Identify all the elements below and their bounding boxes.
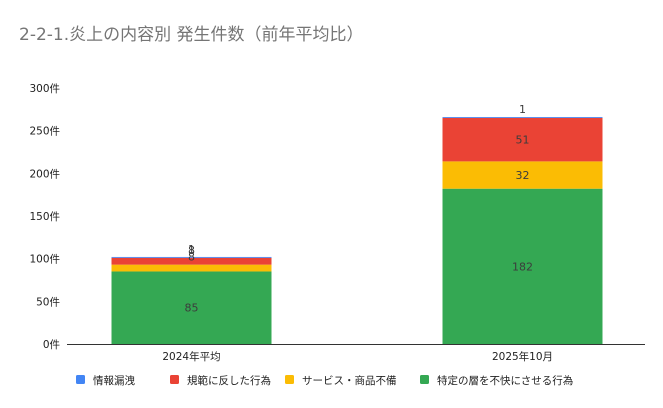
data-label: 32: [516, 169, 530, 182]
data-label: 8: [188, 244, 195, 257]
legend: 情報漏洩 規範に反した行為 サービス・商品不備 特定の層を不快にさせる行為: [76, 374, 573, 387]
y-tick-label: 100件: [29, 254, 60, 266]
bar-segment: [442, 161, 603, 189]
bar-segment: [111, 256, 272, 258]
bar-segment: [442, 117, 603, 118]
y-tick-label: 50件: [36, 296, 60, 308]
legend-label: 規範に反した行為: [187, 374, 271, 387]
legend-label: 情報漏洩: [93, 374, 135, 387]
data-label: 85: [185, 302, 199, 315]
bars: [111, 117, 603, 344]
chart-title: 2-2-1.炎上の内容別 発生件数（前年平均比）: [19, 25, 364, 45]
y-tick-label: 250件: [29, 126, 60, 138]
bar-segment: [111, 271, 272, 344]
data-label: 51: [516, 134, 530, 147]
legend-label: 特定の層を不快にさせる行為: [437, 374, 573, 387]
bar-segment: [111, 264, 272, 272]
legend-label: サービス・商品不備: [302, 374, 397, 387]
y-tick-label: 300件: [29, 83, 60, 95]
bar-segment: [442, 117, 603, 162]
y-tick-label: 200件: [29, 168, 60, 180]
legend-swatch: [170, 375, 179, 384]
bar-segment: [111, 257, 272, 265]
data-label: 1: [188, 243, 195, 256]
legend-swatch: [76, 375, 85, 384]
legend-swatch: [420, 375, 429, 384]
data-label: 8: [188, 251, 195, 264]
y-tick-label: 150件: [29, 211, 60, 223]
x-category-label: 2025年10月: [492, 350, 553, 363]
y-tick-label: 0件: [43, 339, 60, 351]
legend-swatch: [285, 375, 294, 384]
bar-segment: [442, 188, 603, 344]
data-label: 1: [519, 103, 526, 116]
axes: 0件 50件 100件 150件 200件 250件 300件 2024年平均 2025年10月: [29, 83, 645, 363]
x-category-label: 2024年平均: [162, 350, 220, 363]
data-label: 182: [512, 260, 533, 273]
